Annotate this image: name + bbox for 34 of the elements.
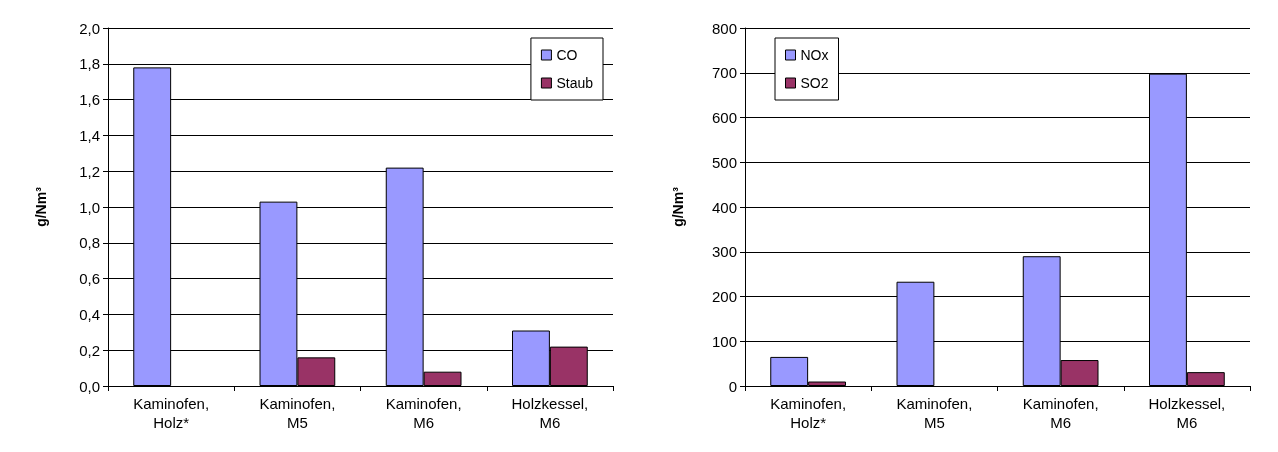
y-tick-label: 1,2 <box>79 162 100 180</box>
y-tick-label: 0,4 <box>79 305 100 323</box>
y-axis-title: g/Nm³ <box>670 186 686 227</box>
y-tick-label: 300 <box>711 243 737 261</box>
x-tick-label: Kaminofen, Holz* <box>770 395 847 431</box>
x-tick-label: Kaminofen, M5 <box>259 395 336 431</box>
y-tick-label: 0,0 <box>79 377 100 395</box>
y-tick-label: 800 <box>711 19 737 37</box>
y-tick-label: 0 <box>728 377 737 395</box>
y-tick-label: 700 <box>711 64 737 82</box>
y-tick-label: 0,2 <box>79 341 100 359</box>
x-tick-label: Kaminofen, Holz* <box>133 395 210 431</box>
y-tick-label: 2,0 <box>79 19 100 37</box>
y-tick-label: 600 <box>711 109 737 126</box>
y-tick-label: 1,8 <box>79 55 100 73</box>
y-tick-label: 0,8 <box>79 234 100 252</box>
x-tick-label: Kaminofen, M6 <box>1022 395 1099 431</box>
legend-label: Staub <box>556 75 594 91</box>
legend-label: CO <box>556 47 578 63</box>
x-tick-label: Kaminofen, M5 <box>896 395 973 431</box>
y-tick-label: 1,0 <box>79 198 100 216</box>
y-tick-label: 400 <box>711 198 737 216</box>
y-tick-label: 100 <box>711 332 737 350</box>
y-tick-label: 200 <box>711 288 737 305</box>
x-tick-label: Holzkessel, M6 <box>511 395 589 431</box>
y-tick-label: 1,4 <box>79 126 100 144</box>
legend-label: SO2 <box>800 75 829 91</box>
y-tick-label: 500 <box>711 153 737 171</box>
y-tick-label: 1,6 <box>79 91 100 109</box>
legend-label: NOx <box>800 47 829 63</box>
x-tick-label: Holzkessel, M6 <box>1148 395 1226 431</box>
y-axis-title: g/Nm³ <box>33 186 49 227</box>
x-tick-label: Kaminofen, M6 <box>385 395 462 431</box>
y-tick-label: 0,6 <box>79 270 100 288</box>
